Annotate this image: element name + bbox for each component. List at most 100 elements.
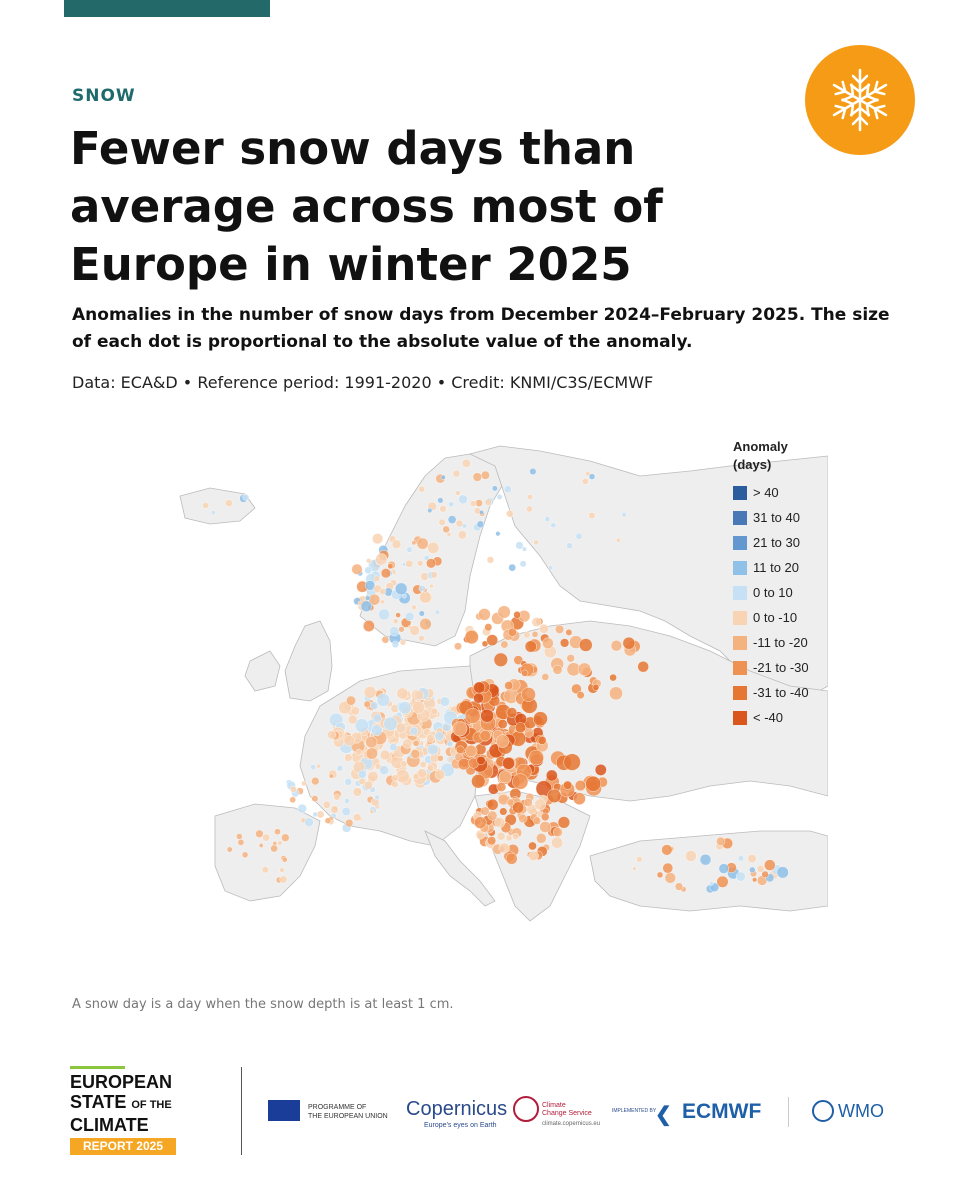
station-dot <box>412 740 420 747</box>
legend-item: -31 to -40 <box>733 680 828 705</box>
station-dot <box>457 758 470 771</box>
legend-title-line1: Anomaly <box>733 439 788 454</box>
station-dot <box>716 875 729 888</box>
category-label: SNOW <box>72 86 136 106</box>
legend-label: -21 to -30 <box>753 660 809 675</box>
station-dot <box>330 805 339 814</box>
station-dot <box>409 726 419 736</box>
station-dot <box>761 870 769 879</box>
station-dot <box>674 882 684 891</box>
station-dot <box>515 541 524 550</box>
station-dot <box>592 683 600 691</box>
legend-item: 0 to -10 <box>733 605 828 630</box>
eu-line2: THE EUROPEAN UNION <box>308 1113 388 1120</box>
station-dot <box>439 505 447 513</box>
station-dot <box>350 706 360 716</box>
station-dot <box>365 595 371 601</box>
station-dot <box>365 736 378 749</box>
station-dot <box>574 780 586 792</box>
station-dot <box>594 763 607 776</box>
station-dot <box>352 787 362 797</box>
station-dot <box>289 796 296 804</box>
station-dot <box>484 623 493 632</box>
station-dot <box>542 637 554 649</box>
station-dot <box>426 764 434 772</box>
station-dot <box>371 724 383 736</box>
station-dot <box>534 798 547 811</box>
station-dot <box>439 696 450 707</box>
report-badge: REPORT 2025 <box>70 1138 176 1155</box>
station-dot <box>446 740 454 748</box>
station-dot <box>523 631 531 639</box>
top-accent-bar <box>64 0 270 17</box>
legend-label: 0 to -10 <box>753 610 798 625</box>
station-dot <box>399 639 407 646</box>
station-dot <box>347 714 358 725</box>
station-dot <box>411 540 417 546</box>
station-dot <box>464 708 481 724</box>
station-dot <box>571 683 582 695</box>
copernicus-wordmark: opernicus <box>420 1098 508 1120</box>
legend-swatch <box>733 635 747 650</box>
station-dot <box>419 591 432 604</box>
station-dot <box>699 854 712 866</box>
legend-swatch <box>733 510 747 525</box>
station-dot <box>528 841 537 851</box>
station-dot <box>656 871 664 879</box>
station-dot <box>585 775 602 792</box>
station-dot <box>661 844 673 856</box>
station-dot <box>609 686 623 701</box>
station-dot <box>747 854 757 864</box>
legend-item: 0 to 10 <box>733 580 828 605</box>
subtitle: Anomalies in the number of snow days fro… <box>72 305 890 352</box>
station-dot <box>360 600 373 612</box>
c3s-url: climate.copernicus.eu <box>542 1121 601 1127</box>
station-dot <box>419 761 427 769</box>
legend-swatch <box>733 560 747 575</box>
station-dot <box>363 685 377 699</box>
station-dot <box>369 809 375 814</box>
station-dot <box>475 499 483 507</box>
station-dot <box>528 749 544 766</box>
station-dot <box>427 743 439 756</box>
station-dot <box>412 701 425 714</box>
station-dot <box>416 537 429 550</box>
station-dot <box>391 780 399 788</box>
station-dot <box>437 497 444 504</box>
station-dot <box>345 819 354 828</box>
station-dot <box>544 516 551 522</box>
station-dot <box>458 494 468 505</box>
station-dot <box>274 828 281 836</box>
legend-label: -11 to -20 <box>753 635 808 650</box>
station-dot <box>537 735 547 745</box>
station-dot <box>529 468 537 476</box>
station-dot <box>457 530 467 540</box>
station-dot <box>479 730 491 742</box>
station-dot <box>391 539 402 549</box>
station-dot <box>622 636 636 650</box>
legend-item: 11 to 20 <box>733 555 828 580</box>
implemented-by-label: IMPLEMENTED BY <box>612 1108 657 1114</box>
station-dot <box>367 771 379 783</box>
brand-accent-line <box>70 1066 125 1069</box>
station-dot <box>487 810 498 821</box>
station-dot <box>202 502 209 509</box>
station-dot <box>484 498 492 506</box>
station-dot <box>505 852 518 865</box>
station-dot <box>521 687 536 702</box>
station-dot <box>499 807 508 816</box>
station-dot <box>718 863 729 874</box>
eu-programme-text: PROGRAMME OF THE EUROPEAN UNION <box>308 1103 388 1121</box>
station-dot <box>752 877 758 883</box>
footnote: A snow day is a day when the snow depth … <box>72 997 454 1012</box>
station-dot <box>279 875 288 884</box>
station-dot <box>237 839 245 846</box>
legend-swatch <box>733 660 747 675</box>
station-dot <box>555 624 565 634</box>
station-dot <box>452 721 468 737</box>
station-dot <box>391 774 399 782</box>
station-dot <box>310 764 317 770</box>
legend-label: 21 to 30 <box>753 535 800 550</box>
station-dot <box>506 509 514 518</box>
station-dot <box>304 817 314 827</box>
